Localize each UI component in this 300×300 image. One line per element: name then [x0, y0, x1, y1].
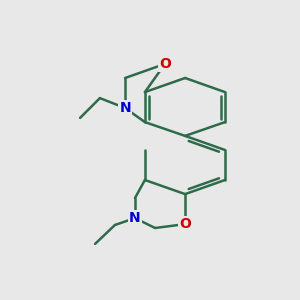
- Text: O: O: [179, 217, 191, 231]
- Text: O: O: [159, 57, 171, 71]
- Text: N: N: [119, 101, 131, 115]
- Text: N: N: [129, 211, 141, 225]
